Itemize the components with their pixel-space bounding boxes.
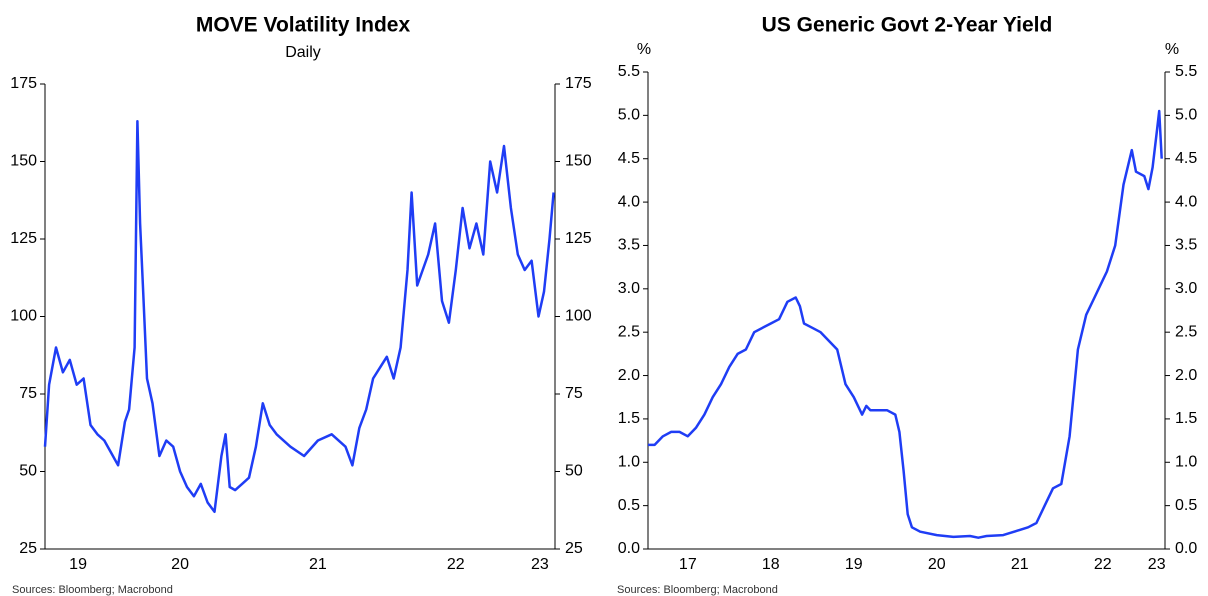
x-tick-label: 20 — [171, 556, 189, 573]
y-tick-label: 4.5 — [618, 150, 640, 167]
y-tick-label: 0.0 — [618, 540, 640, 557]
y2-tick-label: 100 — [565, 308, 592, 325]
y-tick-label: 5.5 — [618, 63, 640, 80]
x-tick-label: 23 — [1148, 556, 1166, 573]
y-tick-label: 100 — [10, 308, 37, 325]
y2-tick-label: 3.0 — [1175, 280, 1197, 297]
y2-tick-label: 0.0 — [1175, 540, 1197, 557]
source: Sources: Bloomberg; Macrobond — [12, 584, 173, 596]
y2-tick-label: 4.0 — [1175, 193, 1197, 210]
y2-tick-label: 75 — [565, 385, 583, 402]
y2-tick-label: 2.5 — [1175, 323, 1197, 340]
x-tick-label: 21 — [309, 556, 327, 573]
y-tick-label: 75 — [19, 385, 37, 402]
chart-subtitle: Daily — [285, 44, 321, 61]
x-tick-label: 22 — [447, 556, 465, 573]
y2-tick-label: 25 — [565, 540, 583, 557]
y-tick-label: 3.0 — [618, 280, 640, 297]
y-tick-label: 125 — [10, 230, 37, 247]
y-tick-label: 2.0 — [618, 367, 640, 384]
y-tick-label: 3.5 — [618, 237, 640, 254]
x-tick-label: 17 — [679, 556, 697, 573]
y2-tick-label: 3.5 — [1175, 237, 1197, 254]
x-tick-label: 19 — [845, 556, 863, 573]
y2-tick-label: 150 — [565, 153, 592, 170]
y2-tick-label: 175 — [565, 75, 592, 92]
series-line — [43, 119, 555, 514]
series-line — [648, 109, 1163, 539]
source: Sources: Bloomberg; Macrobond — [617, 584, 778, 596]
chart-title: MOVE Volatility Index — [196, 14, 411, 37]
x-tick-label: 22 — [1094, 556, 1112, 573]
y-tick-label: 150 — [10, 153, 37, 170]
y2-tick-label: 1.0 — [1175, 453, 1197, 470]
chart-title: US Generic Govt 2-Year Yield — [762, 14, 1053, 37]
y-tick-label: 1.5 — [618, 410, 640, 427]
y-tick-label: 5.0 — [618, 107, 640, 124]
x-tick-label: 20 — [928, 556, 946, 573]
x-tick-label: 21 — [1011, 556, 1029, 573]
y2-tick-label: 50 — [565, 463, 583, 480]
y2-tick-label: 1.5 — [1175, 410, 1197, 427]
y2-tick-label: 5.0 — [1175, 107, 1197, 124]
y-tick-label: 1.0 — [618, 453, 640, 470]
y2-tick-label: 5.5 — [1175, 63, 1197, 80]
y2-tick-label: 2.0 — [1175, 367, 1197, 384]
x-tick-label: 19 — [69, 556, 87, 573]
y-tick-label: 2.5 — [618, 323, 640, 340]
x-tick-label: 18 — [762, 556, 780, 573]
y-tick-label: 4.0 — [618, 193, 640, 210]
x-tick-label: 23 — [531, 556, 549, 573]
y-tick-label: 25 — [19, 540, 37, 557]
y-tick-label: 175 — [10, 75, 37, 92]
unit-label: % — [637, 41, 651, 58]
y2-tick-label: 4.5 — [1175, 150, 1197, 167]
y-tick-label: 0.5 — [618, 497, 640, 514]
y2-tick-label: 0.5 — [1175, 497, 1197, 514]
unit-label: % — [1165, 41, 1179, 58]
y-tick-label: 50 — [19, 463, 37, 480]
y2-tick-label: 125 — [565, 230, 592, 247]
